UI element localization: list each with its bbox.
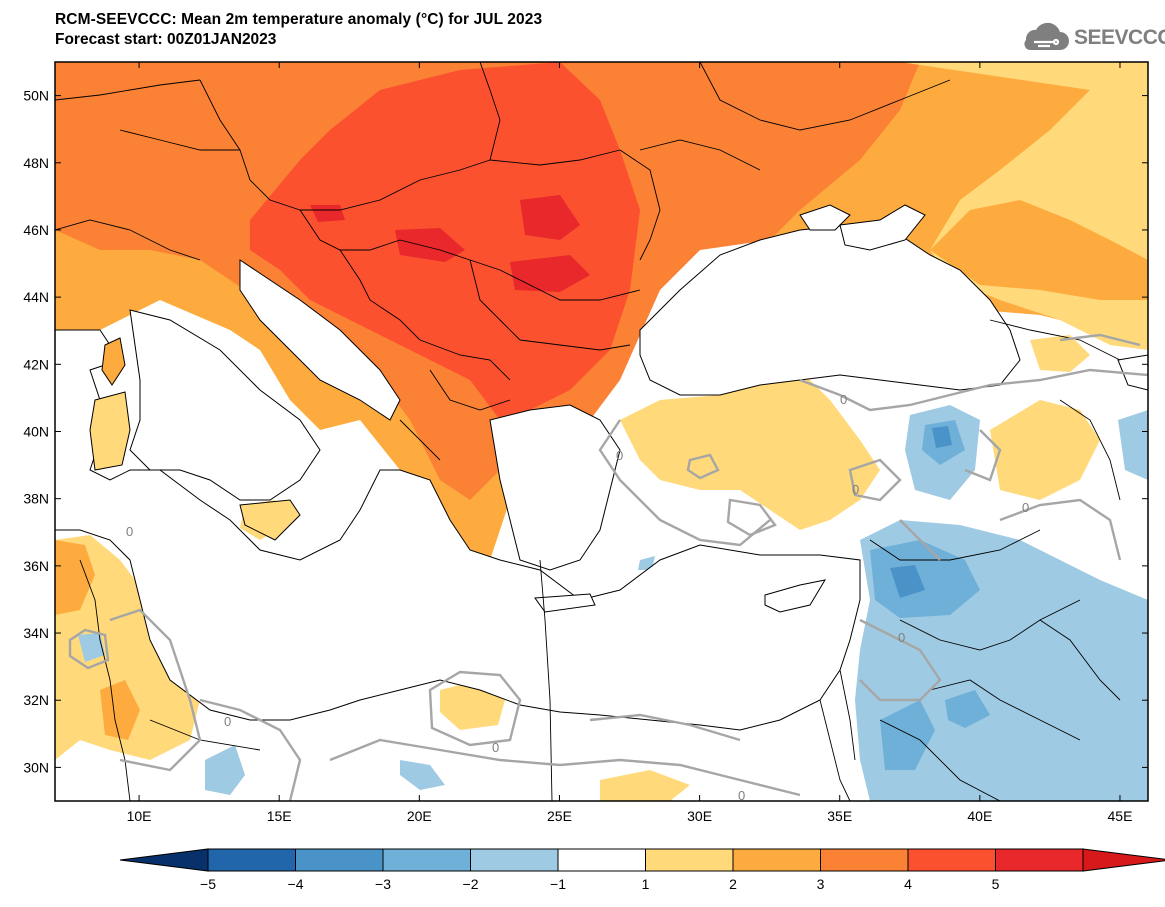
anomaly-region-2to3-libya <box>100 680 140 740</box>
contour-labels: 0 0 0 0 0 0 0 0 0 <box>126 392 1029 803</box>
contour-label: 0 <box>224 714 231 729</box>
anomaly-region-minus2-arabia <box>880 700 935 770</box>
chart-subtitle: Forecast start: 00Z01JAN2023 <box>55 31 277 48</box>
colorbar-label: 2 <box>729 876 737 892</box>
anomaly-region-1to2-turkey <box>620 370 880 530</box>
zero-contours <box>68 333 1148 801</box>
lon-tick-label: 35E <box>827 808 852 824</box>
latitude-axis: 50N 48N 46N 44N 42N 40N 38N 36N 34N 32N 30N <box>23 88 1148 775</box>
anomaly-region-1to2-black-sea <box>1030 335 1090 372</box>
lat-tick-label: 32N <box>23 692 49 708</box>
crimea-peninsula <box>839 204 926 251</box>
colorbar-segment <box>645 848 734 872</box>
colorbar-label: −3 <box>375 876 391 892</box>
lat-tick-label: 36N <box>23 558 49 574</box>
colorbar-segment <box>732 848 821 872</box>
contour-label: 0 <box>126 524 133 539</box>
colorbar: −5 −4 −3 −2 −1 1 2 3 4 5 <box>119 848 1165 892</box>
colorbar-label: 4 <box>904 876 912 892</box>
colorbar-segment <box>119 848 209 872</box>
tyrrhenian-sea <box>129 309 321 501</box>
logo-text: SEEVCCC <box>1074 26 1165 49</box>
azov-sea <box>799 204 851 231</box>
lat-tick-label: 40N <box>23 424 49 440</box>
contour-label: 0 <box>840 392 847 407</box>
contour-label: 0 <box>898 630 905 645</box>
lon-tick-label: 45E <box>1108 808 1133 824</box>
mediterranean-sea <box>55 329 861 731</box>
warm-anomaly-layer <box>55 62 1148 801</box>
contour-label: 0 <box>852 482 859 497</box>
anomaly-region-above5-a <box>520 195 580 240</box>
sea-layer <box>55 204 1148 731</box>
colorbar-segment <box>295 848 384 872</box>
lat-tick-label: 50N <box>23 88 49 104</box>
black-sea <box>639 224 1021 396</box>
contour-label: 0 <box>1022 500 1029 515</box>
anomaly-region-1to2-east-turkey <box>990 400 1100 500</box>
anomaly-region-minus1-libya <box>205 745 245 795</box>
contour-label: 0 <box>616 448 623 463</box>
lon-tick-label: 30E <box>687 808 712 824</box>
anomaly-region-minus1-tunisia <box>78 633 105 662</box>
anomaly-region-minus1-egypt <box>400 760 445 790</box>
chart-title: RCM-SEEVCCC: Mean 2m temperature anomaly… <box>55 11 543 28</box>
anomaly-region-minus3-east-turkey <box>932 426 952 448</box>
colorbar-segment <box>1082 848 1165 872</box>
cloud-icon <box>1024 22 1069 50</box>
anomaly-region-2to3-tunisia <box>55 540 95 615</box>
colorbar-segment <box>470 848 559 872</box>
anomaly-region-above5-d <box>310 205 345 222</box>
lon-tick-label: 15E <box>267 808 292 824</box>
colorbar-label: 5 <box>992 876 1000 892</box>
anomaly-region-1to2-egypt <box>600 770 690 801</box>
sicily-island <box>239 499 301 541</box>
islands-layer <box>89 204 926 613</box>
adriatic-sea <box>239 259 401 421</box>
caspian-sea <box>1117 354 1148 391</box>
colorbar-label: −5 <box>200 876 216 892</box>
colorbar-label: −1 <box>550 876 566 892</box>
colorbar-segment <box>207 848 296 872</box>
aegean-sea <box>489 404 621 571</box>
seevccc-logo: SEEVCCC <box>1018 22 1165 54</box>
lat-tick-label: 48N <box>23 155 49 171</box>
lat-tick-label: 44N <box>23 289 49 305</box>
lat-tick-label: 38N <box>23 491 49 507</box>
colorbar-segment <box>995 848 1084 872</box>
contour-label: 0 <box>738 788 745 803</box>
anomaly-region-minus3-syria <box>890 565 925 598</box>
crete-island <box>534 593 596 613</box>
colorbar-segment <box>820 848 909 872</box>
colorbar-segment <box>382 848 471 872</box>
anomaly-region-above5-c <box>510 255 590 292</box>
lon-tick-label: 20E <box>407 808 432 824</box>
colorbar-label: 3 <box>817 876 825 892</box>
colorbar-label: 1 <box>642 876 650 892</box>
colorbar-label: −2 <box>463 876 479 892</box>
lat-tick-label: 42N <box>23 356 49 372</box>
anomaly-region-minus2-iraq <box>945 690 990 728</box>
longitude-axis: 10E 15E 20E 25E 30E 35E 40E 45E <box>127 62 1133 824</box>
lon-tick-label: 25E <box>547 808 572 824</box>
colorbar-segment <box>557 848 646 872</box>
colorbar-segment <box>907 848 996 872</box>
anomaly-region-minus1-caspian <box>1118 410 1148 480</box>
cyprus-island <box>764 579 827 613</box>
anomaly-region-2to3-east <box>930 200 1148 300</box>
cool-anomaly-layer <box>78 405 1148 801</box>
lat-tick-label: 46N <box>23 222 49 238</box>
colorbar-label: −4 <box>288 876 304 892</box>
lat-tick-label: 34N <box>23 625 49 641</box>
contour-label: 0 <box>492 740 499 755</box>
country-borders <box>55 62 1121 801</box>
lon-tick-label: 40E <box>967 808 992 824</box>
anomaly-region-above5-b <box>395 228 465 262</box>
sardinia-island <box>89 391 131 471</box>
lon-tick-label: 10E <box>127 808 152 824</box>
lat-tick-label: 30N <box>23 759 49 775</box>
corsica-island <box>101 337 126 386</box>
